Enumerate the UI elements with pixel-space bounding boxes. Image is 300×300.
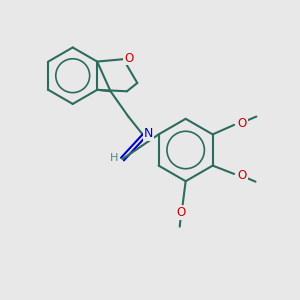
Text: O: O bbox=[177, 206, 186, 219]
Text: O: O bbox=[124, 52, 133, 64]
Text: O: O bbox=[238, 169, 247, 182]
Text: N: N bbox=[144, 127, 153, 140]
Text: H: H bbox=[110, 154, 118, 164]
Text: O: O bbox=[238, 117, 247, 130]
